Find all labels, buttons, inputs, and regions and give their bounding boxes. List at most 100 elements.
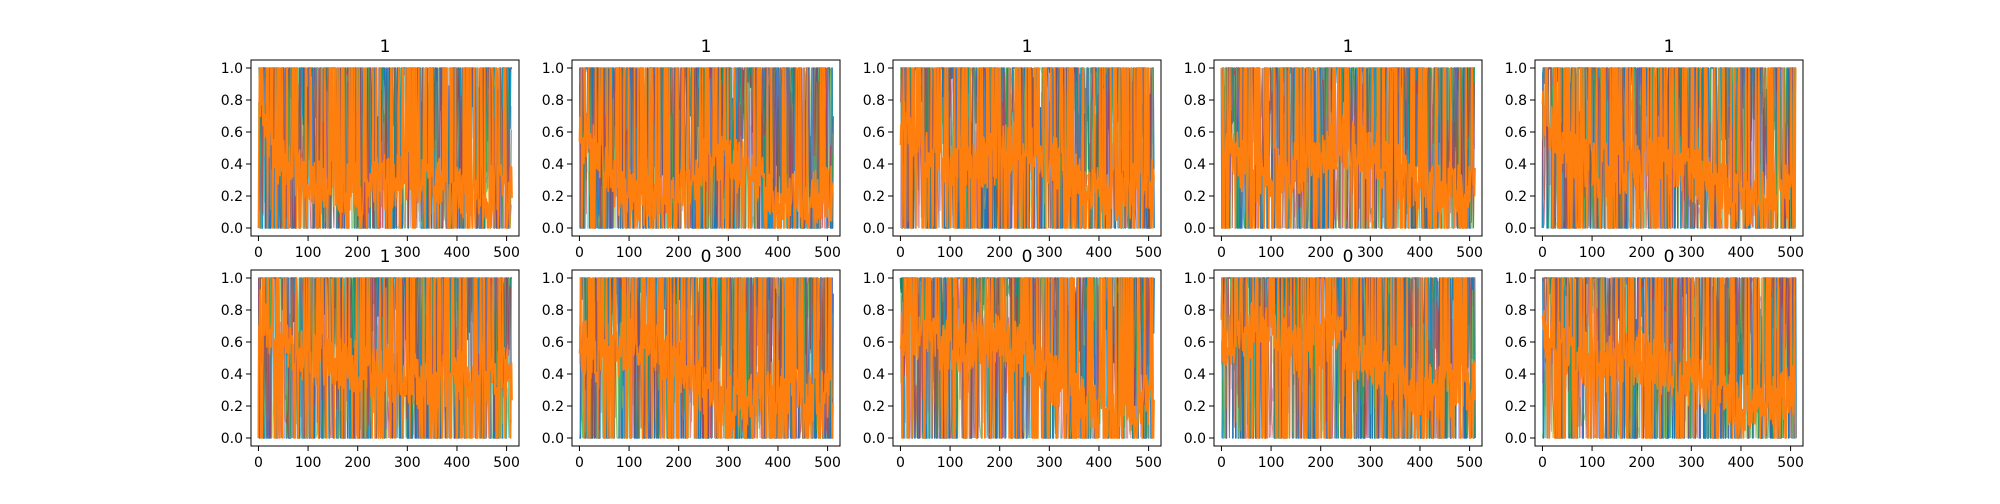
x-tick-label: 300 [715, 455, 742, 471]
series-orange-line [1541, 277, 1797, 439]
series-orange-line [1541, 67, 1797, 229]
x-tick-label: 400 [1728, 245, 1755, 261]
subplot-3: 0.0 0.2 0.4 0.6 0.8 1.0 0 100 200 300 400 500 1 [863, 37, 1162, 261]
y-tick-label: 1.0 [1184, 61, 1206, 77]
axes-frame [892, 59, 1162, 237]
x-tick-label: 400 [1407, 245, 1434, 261]
subplot-6: 0.0 0.2 0.4 0.6 0.8 1.0 0 100 200 300 400 500 1 [221, 247, 520, 471]
x-tick-label: 500 [1135, 245, 1162, 261]
y-tick-label: 0.8 [1505, 93, 1527, 109]
x-tick-label: 0 [1538, 455, 1547, 471]
x-tick-label: 300 [394, 245, 421, 261]
y-tick-label: 0.4 [1505, 367, 1527, 383]
x-tick-label: 200 [986, 245, 1013, 261]
axes-frame [250, 269, 520, 447]
x-tick-label: 500 [493, 455, 520, 471]
y-tick-label: 0.8 [1184, 303, 1206, 319]
y-tick-label: 0.6 [221, 335, 243, 351]
y-tick-label: 0.8 [542, 303, 564, 319]
y-tick-label: 0.2 [221, 399, 243, 415]
x-tick-label: 100 [1258, 455, 1285, 471]
x-tick-label: 400 [444, 245, 471, 261]
y-tick-label: 0.0 [1184, 431, 1206, 447]
x-tick-label: 200 [344, 245, 371, 261]
x-tick-label: 0 [896, 455, 905, 471]
y-tick-label: 0.6 [542, 125, 564, 141]
x-tick-label: 500 [1456, 245, 1483, 261]
y-tick-label: 0.4 [542, 157, 564, 173]
y-tick-label: 0.6 [221, 125, 243, 141]
plot-area [257, 276, 513, 440]
x-tick-label: 500 [1777, 245, 1804, 261]
x-tick-label: 400 [1407, 455, 1434, 471]
y-tick-label: 0.0 [221, 431, 243, 447]
x-tick-label: 400 [444, 455, 471, 471]
y-tick-label: 0.0 [1505, 431, 1527, 447]
subplot-10: 0.0 0.2 0.4 0.6 0.8 1.0 0 100 200 300 400 500 0 [1505, 247, 1804, 471]
y-tick-label: 0.8 [1505, 303, 1527, 319]
subplot-1: 0.0 0.2 0.4 0.6 0.8 1.0 0 100 200 300 400 500 1 [221, 37, 520, 261]
axes-frame [250, 59, 520, 237]
y-tick-label: 0.4 [1505, 157, 1527, 173]
plot-area [1541, 276, 1797, 440]
subplot-title: 0 [701, 247, 712, 267]
series-orange-line [578, 277, 834, 439]
x-tick-label: 500 [493, 245, 520, 261]
y-tick-label: 0.0 [1184, 221, 1206, 237]
y-tick-label: 0.2 [1505, 399, 1527, 415]
subplot-5: 0.0 0.2 0.4 0.6 0.8 1.0 0 100 200 300 400 500 1 [1505, 37, 1804, 261]
subplot-title: 0 [1022, 247, 1033, 267]
x-tick-label: 0 [575, 245, 584, 261]
x-tick-label: 0 [1217, 245, 1226, 261]
x-tick-label: 200 [1628, 245, 1655, 261]
plot-area [578, 66, 834, 230]
plot-area [1220, 276, 1476, 440]
series-accent-line-4 [578, 277, 834, 439]
y-tick-label: 0.6 [1505, 125, 1527, 141]
x-tick-label: 100 [1579, 245, 1606, 261]
x-tick-label: 0 [575, 455, 584, 471]
y-tick-label: 1.0 [1184, 271, 1206, 287]
series-orange-line [578, 67, 834, 229]
x-tick-label: 200 [986, 455, 1013, 471]
x-tick-label: 500 [1777, 455, 1804, 471]
x-tick-label: 300 [1357, 245, 1384, 261]
x-tick-label: 100 [616, 455, 643, 471]
plot-area [1220, 66, 1476, 229]
y-tick-label: 1.0 [542, 61, 564, 77]
series-orange-line [257, 67, 513, 229]
x-tick-label: 400 [765, 245, 792, 261]
subplot-title: 1 [1343, 37, 1354, 57]
axes-frame [571, 59, 841, 237]
y-tick-label: 0.2 [863, 189, 885, 205]
y-tick-label: 0.6 [1505, 335, 1527, 351]
x-tick-label: 500 [814, 455, 841, 471]
x-tick-label: 300 [1036, 455, 1063, 471]
x-tick-label: 100 [616, 245, 643, 261]
y-tick-label: 0.8 [221, 303, 243, 319]
x-tick-label: 500 [1135, 455, 1162, 471]
x-tick-label: 100 [295, 245, 322, 261]
subplot-title: 1 [1022, 37, 1033, 57]
axes-frame [1534, 269, 1804, 447]
y-tick-label: 0.0 [863, 221, 885, 237]
y-tick-label: 0.4 [1184, 367, 1206, 383]
axes-frame [571, 269, 841, 447]
y-tick-label: 0.2 [1505, 189, 1527, 205]
y-tick-label: 0.2 [221, 189, 243, 205]
series-orange-line [899, 67, 1155, 229]
axes-frame [1213, 59, 1483, 237]
y-tick-label: 0.0 [542, 431, 564, 447]
y-tick-label: 1.0 [221, 61, 243, 77]
y-tick-label: 0.4 [863, 367, 885, 383]
y-tick-label: 1.0 [1505, 61, 1527, 77]
y-tick-label: 0.6 [863, 335, 885, 351]
subplot-title: 1 [701, 37, 712, 57]
x-tick-label: 300 [1036, 245, 1063, 261]
y-tick-label: 0.2 [1184, 399, 1206, 415]
y-tick-label: 0.8 [863, 303, 885, 319]
y-tick-label: 0.0 [863, 431, 885, 447]
x-tick-label: 0 [1538, 245, 1547, 261]
